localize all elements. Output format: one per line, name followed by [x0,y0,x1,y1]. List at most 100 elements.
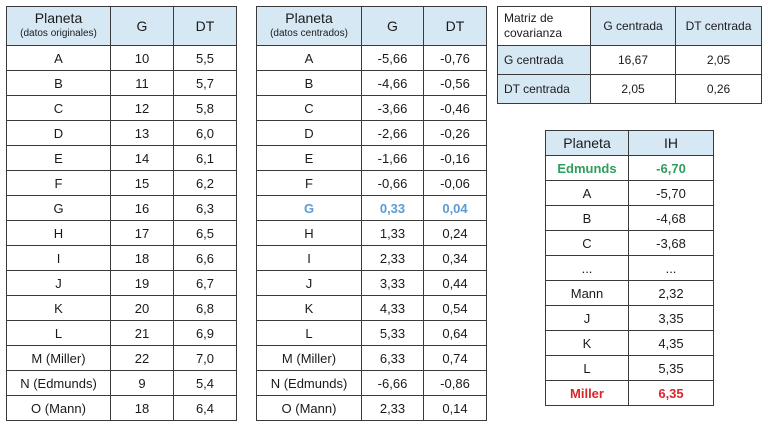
original-data-table: Planeta (datos originales) G DT A 10 5,5 B 11… [6,6,237,421]
cell-planeta: E [256,145,362,171]
table-row: J 19 6,7 [6,270,237,296]
cell-planeta: M (Miller) [256,345,362,371]
cell-planeta: D [6,120,111,146]
table-row: L 21 6,9 [6,320,237,346]
cell-g: 17 [110,220,174,246]
cell-dt: 6,4 [173,395,237,421]
table-row: N (Edmunds) 9 5,4 [6,370,237,396]
header-planeta: Planeta (datos centrados) [256,6,362,46]
cell-planeta: C [545,230,629,256]
cell-planeta: L [256,320,362,346]
cell-g: 12 [110,95,174,121]
cell-planeta: Miller [545,380,629,406]
table-row: Miller 6,35 [545,380,714,406]
cell-row-label: G centrada [497,45,591,75]
table-row: C 12 5,8 [6,95,237,121]
cell-g: 2,33 [361,245,424,271]
header-matrix-label: Matriz de covarianza [497,6,591,46]
cell-ih: -6,70 [628,155,714,181]
table-row: G centrada 16,67 2,05 [497,45,762,75]
ih-table: Planeta IH Edmunds -6,70 A -5,70 B -4,68 C -3,6… [545,130,714,406]
cell-ih: -3,68 [628,230,714,256]
table-row: O (Mann) 18 6,4 [6,395,237,421]
table-row: K 20 6,8 [6,295,237,321]
cell-dt: -0,16 [423,145,487,171]
cell-g: 18 [110,245,174,271]
cell-g: 1,33 [361,220,424,246]
cell-ih: 6,35 [628,380,714,406]
cell-dt: 6,8 [173,295,237,321]
cell-planeta: G [256,195,362,221]
header-g-centrada: G centrada [590,6,676,46]
cell-g-centrada: 16,67 [590,45,676,75]
cell-planeta: F [256,170,362,196]
table-row: F 15 6,2 [6,170,237,196]
cell-dt: 0,44 [423,270,487,296]
cell-g: 22 [110,345,174,371]
cell-ih: -5,70 [628,180,714,206]
header-g: G [110,6,174,46]
table-row: I 18 6,6 [6,245,237,271]
table-row: E 14 6,1 [6,145,237,171]
table-row: B -4,66 -0,56 [256,70,487,96]
cell-dt: 6,9 [173,320,237,346]
table-row: A 10 5,5 [6,45,237,71]
cell-dt: 5,7 [173,70,237,96]
cell-dt: 0,34 [423,245,487,271]
table-row: A -5,66 -0,76 [256,45,487,71]
cell-dt: -0,46 [423,95,487,121]
cell-dt: -0,86 [423,370,487,396]
cell-g: -0,66 [361,170,424,196]
covariance-matrix-table: Matriz de covarianza G centrada DT centr… [497,6,762,104]
cell-g: 20 [110,295,174,321]
cell-planeta: K [256,295,362,321]
cell-g: 2,33 [361,395,424,421]
cell-dt: 6,5 [173,220,237,246]
cell-g: 13 [110,120,174,146]
cell-g: 5,33 [361,320,424,346]
cell-planeta: E [6,145,111,171]
cell-row-label: DT centrada [497,74,591,104]
cell-g: -5,66 [361,45,424,71]
table-row: J 3,35 [545,305,714,331]
cell-planeta: N (Edmunds) [6,370,111,396]
cell-g: 0,33 [361,195,424,221]
table-row: B 11 5,7 [6,70,237,96]
header-row: Planeta (datos centrados) G DT [256,6,487,46]
table-row: E -1,66 -0,16 [256,145,487,171]
table-row: M (Miller) 6,33 0,74 [256,345,487,371]
cell-dt: -0,26 [423,120,487,146]
cell-g: -6,66 [361,370,424,396]
table-row: ...... [545,255,714,281]
header-planeta-label: Planeta [285,10,333,26]
header-subtitle: (datos centrados) [270,28,348,39]
header-planeta: Planeta [545,130,629,156]
cell-dt: 7,0 [173,345,237,371]
cell-ih: 5,35 [628,355,714,381]
cell-dt: 6,2 [173,170,237,196]
cell-planeta: J [6,270,111,296]
cell-g: 6,33 [361,345,424,371]
cell-planeta: M (Miller) [6,345,111,371]
header-row: Matriz de covarianza G centrada DT centr… [497,6,762,46]
cell-g-centrada: 2,05 [590,74,676,104]
cell-dt: -0,76 [423,45,487,71]
cell-dt: 6,1 [173,145,237,171]
cell-planeta: J [545,305,629,331]
cell-dt: 0,54 [423,295,487,321]
cell-planeta: B [6,70,111,96]
table-row: L 5,35 [545,355,714,381]
cell-g: -2,66 [361,120,424,146]
cell-g: 4,33 [361,295,424,321]
cell-ih: 4,35 [628,330,714,356]
cell-g: -3,66 [361,95,424,121]
table-row: C -3,66 -0,46 [256,95,487,121]
cell-dt: 0,04 [423,195,487,221]
cell-g: 9 [110,370,174,396]
header-g: G [361,6,424,46]
cell-dt-centrada: 2,05 [675,45,762,75]
cell-planeta: A [545,180,629,206]
cell-planeta: C [256,95,362,121]
cell-dt: 6,3 [173,195,237,221]
table-row: G 0,33 0,04 [256,195,487,221]
